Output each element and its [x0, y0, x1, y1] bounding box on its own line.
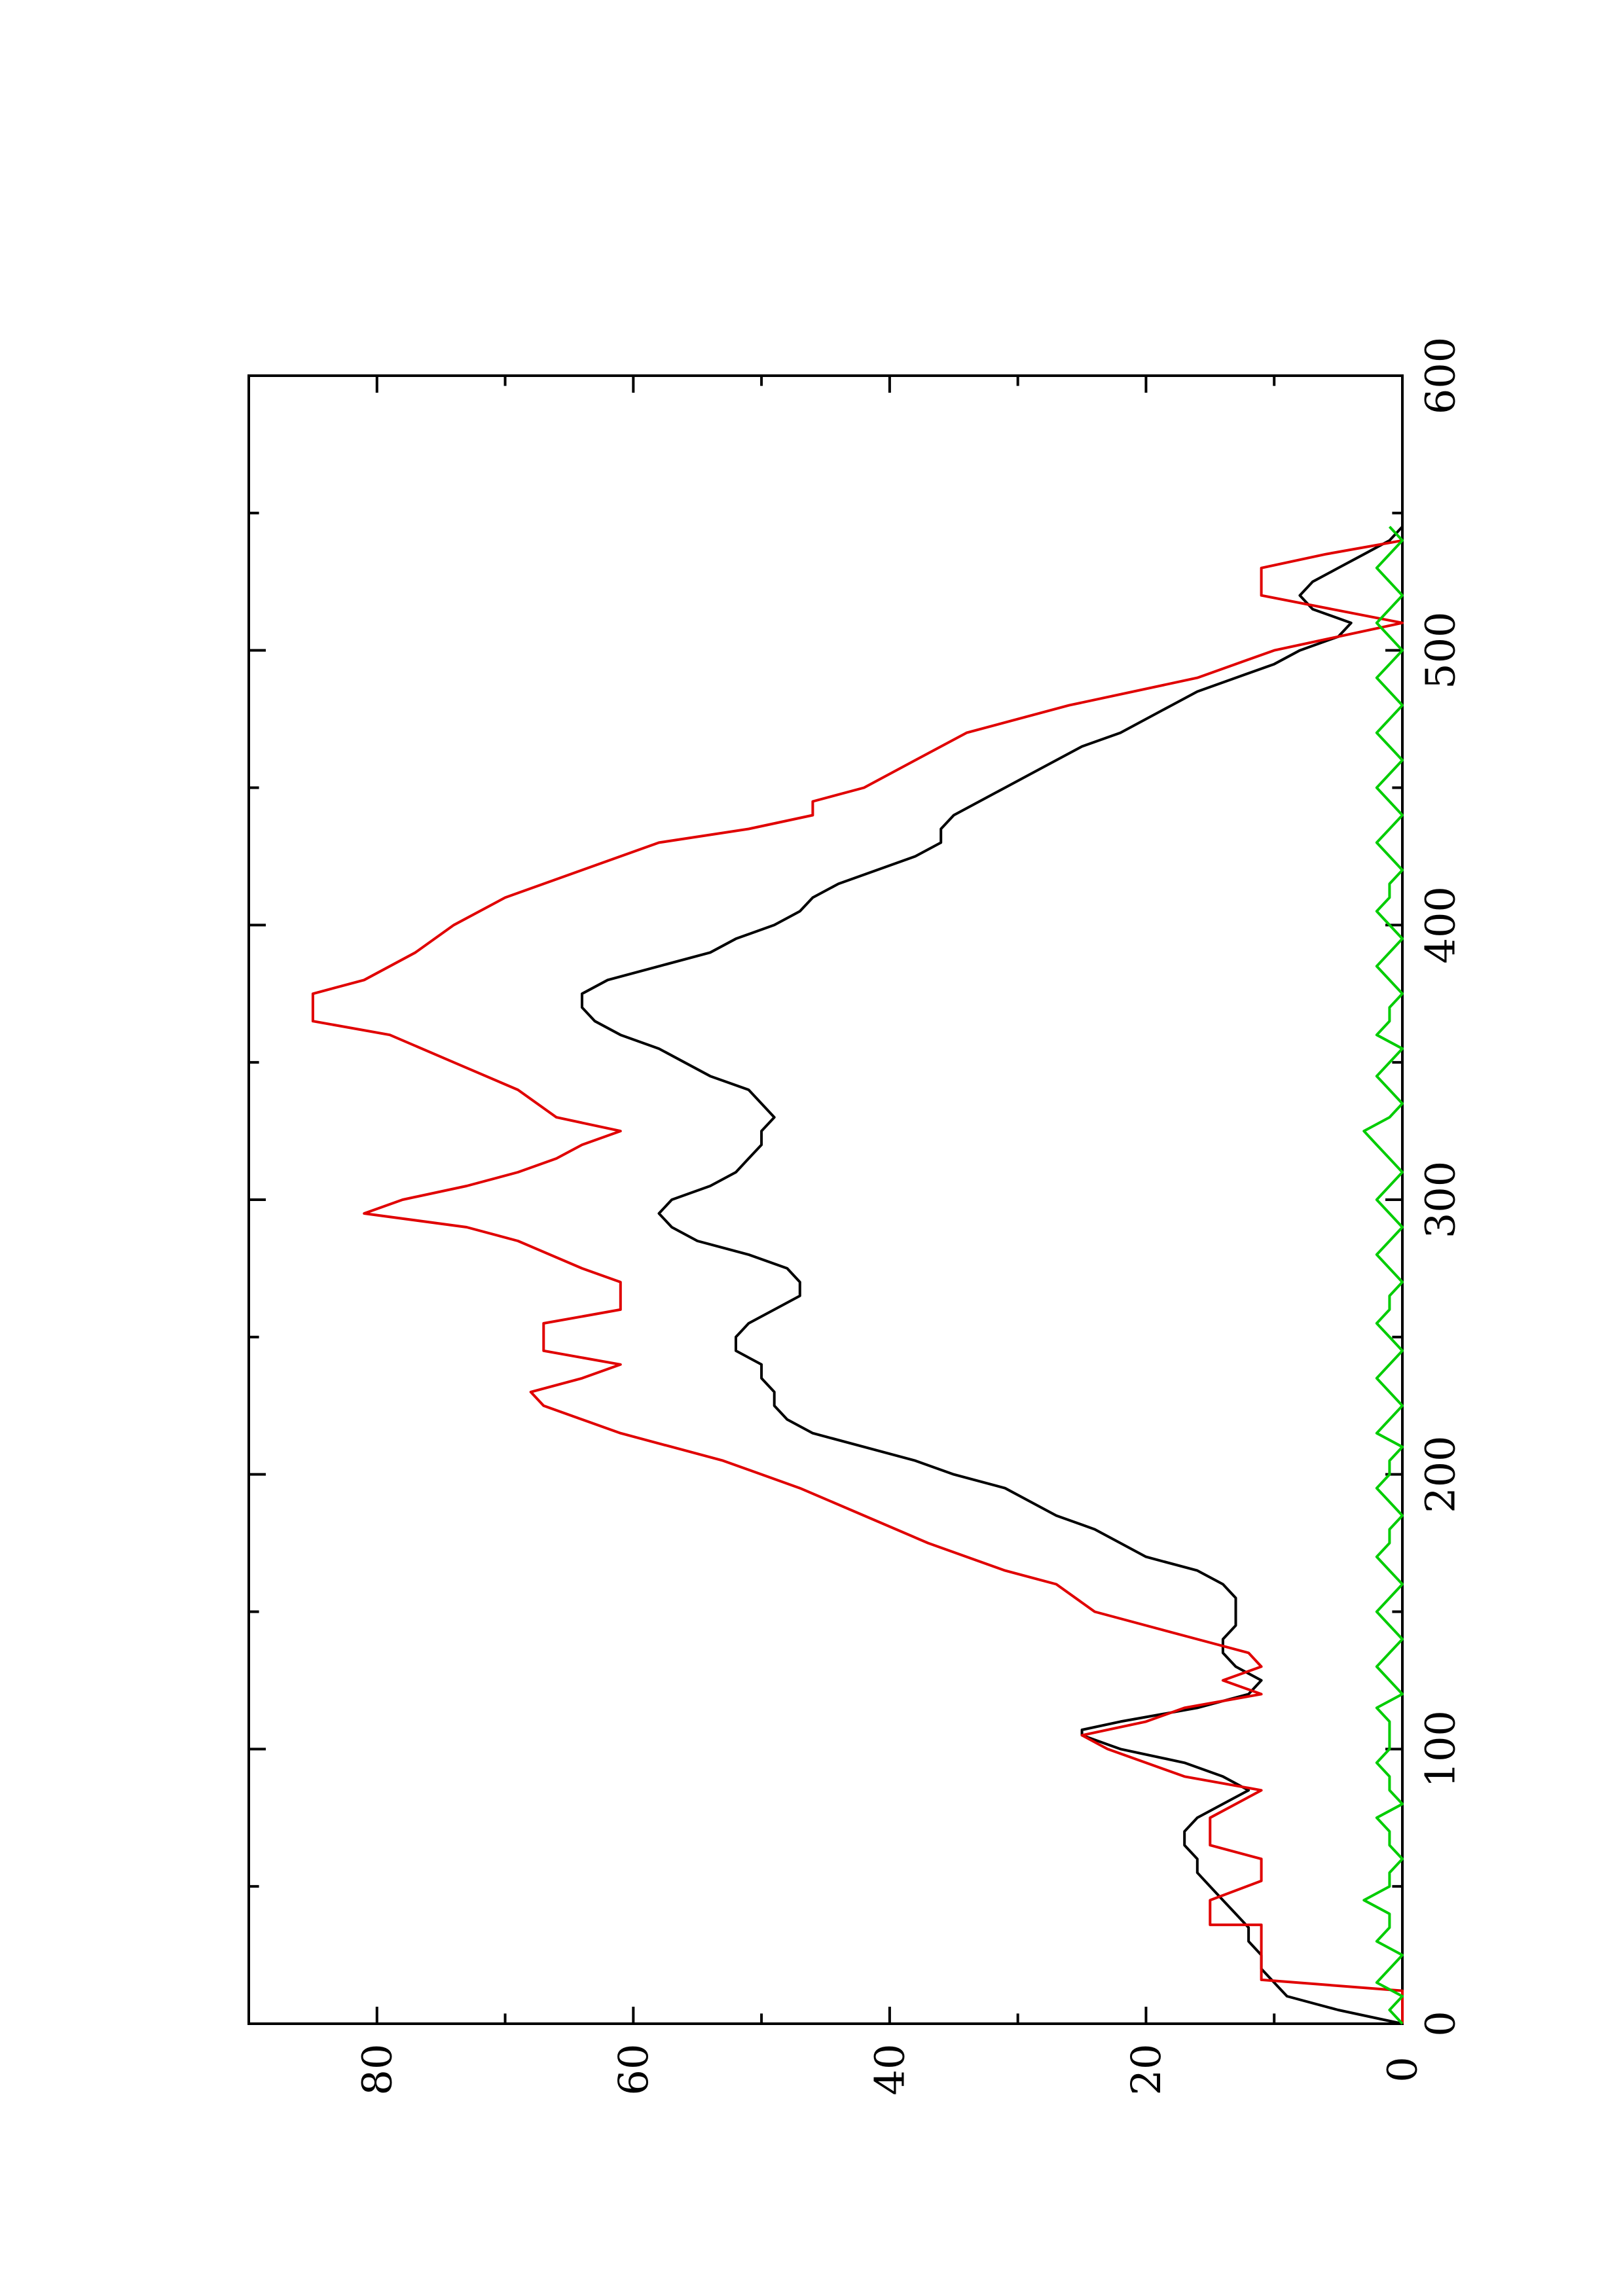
x-tick-label: 100: [1417, 1710, 1465, 1787]
x-tick-label: 0: [1417, 2011, 1465, 2036]
x-tick-label: 600: [1417, 337, 1465, 414]
y-tick-label: 40: [866, 2044, 913, 2096]
y-tick-label: 80: [353, 2044, 401, 2096]
y-tick-label: 0: [1379, 2056, 1427, 2082]
x-tick-label: 400: [1417, 886, 1465, 963]
x-tick-label: 500: [1417, 611, 1465, 689]
x-tick-label: 300: [1417, 1161, 1465, 1238]
tick-labels: 0 100 200 300 400 500 600 0 20 40 60 80: [353, 337, 1464, 2096]
series-line-3: [1362, 526, 1404, 2025]
axis-ticks: [247, 374, 1404, 2025]
y-tick-label: 60: [610, 2044, 657, 2096]
series-line-2: [311, 539, 1404, 2024]
x-tick-label: 200: [1417, 1435, 1465, 1513]
y-tick-label: 20: [1122, 2044, 1170, 2096]
plot-frame: [247, 374, 1404, 2025]
series-lines: [311, 526, 1404, 2025]
series-line-1: [581, 526, 1404, 2025]
